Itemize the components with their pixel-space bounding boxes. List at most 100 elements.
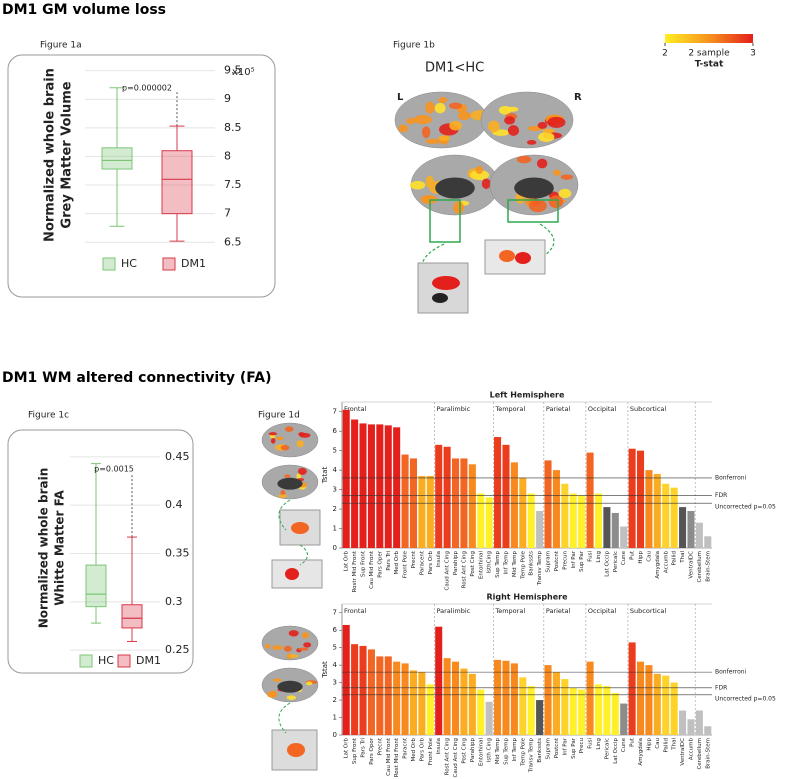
brain-activation [296,440,304,448]
brain-activation [398,124,409,133]
x-tick-label: Pars Orb [419,738,425,762]
brain-activation [481,178,491,189]
brain-activation [280,490,286,496]
bar [367,649,375,735]
group-label: Occipital [588,607,617,615]
x-tick-label: Rost Ant Cing [461,551,467,588]
x-tick-label: Cerebellum [697,738,703,770]
bar [679,710,687,735]
x-tick-label: Sup Temp [503,737,509,764]
y-tick-label: 2 [333,505,337,513]
brain-activation [498,105,512,115]
brain-activation [537,121,548,129]
x-tick-label: Hipp [638,551,644,564]
figure-label: Figure 1a [40,41,82,51]
group-label: Temporal [494,607,525,615]
y-axis-label: Tstat [321,466,329,484]
hemisphere-label: L [397,92,404,103]
x-tick-label: Insula [436,738,442,754]
x-tick-label: Brain-Stem [705,551,711,582]
y-tick-label: 2 [333,696,337,704]
box [85,564,107,608]
bar [393,661,401,735]
x-tick-label: Med Orb [394,550,400,574]
bar [586,661,594,735]
bar [527,493,535,548]
bar [695,522,703,548]
x-tick-label: Bankssts [529,551,535,576]
bar [536,700,544,735]
bar [679,507,687,548]
group-label: Temporal [494,405,525,413]
legend-swatch [102,257,116,271]
brain-activation [453,201,464,214]
bar [401,454,409,548]
y-tick-label: 6 [333,626,338,634]
y-tick-label: 0.4 [165,498,183,511]
bar [628,642,636,735]
x-tick-label: Insula [436,551,442,567]
bar [536,511,544,548]
group-label: Frontal [344,405,366,413]
bar [620,703,628,735]
x-tick-label: Cune [621,550,627,565]
group-label: Occipital [588,405,617,413]
bar [687,719,695,735]
threshold-label: FDR [715,492,727,499]
group-label: Frontal [344,607,366,615]
bar [477,689,485,735]
bar [662,483,670,548]
brain-activation [421,126,431,139]
bar [443,446,451,548]
bar [561,483,569,548]
brain-ventricle [514,177,554,199]
x-tick-label: Inf Par [562,737,568,755]
brain-activation [475,165,484,174]
x-tick-label: Postcnt [554,550,560,571]
brain-ventricle [435,177,475,199]
bar [578,689,586,735]
x-tick-label: VentralDC [680,738,686,766]
x-tick-label: Precnt [411,550,417,568]
panel-frame [7,54,276,298]
x-tick-label: Pericalc [604,738,610,759]
box [161,150,193,215]
panel-frame [7,429,194,674]
bar [603,507,611,548]
x-tick-label: Sup Temp [495,550,501,577]
x-tick-label: Rostr Mid Front [352,550,358,592]
threshold-label: Uncorrected p=0.05 [715,504,776,511]
bar [418,672,426,735]
brain-activation [298,432,305,437]
bar [494,659,502,735]
y-tick-label: 0 [333,544,337,552]
bar [544,460,552,548]
inset-activation [432,293,448,303]
colorbar-tick-label: 3 [750,49,756,59]
group-label: Subcortical [630,607,667,615]
x-tick-label: Front Pole [403,550,409,578]
y-axis-label: Tstat [321,661,329,679]
y-tick-label: 3 [333,679,337,687]
bar [569,687,577,735]
x-tick-label: Accumb [663,551,669,574]
bar [376,656,384,735]
bar [359,423,367,548]
bar [351,644,359,735]
y-tick-label: 1 [333,525,337,533]
x-tick-label: Pars Oper [377,550,383,578]
figure-label: Figure 1c [28,411,69,421]
y-axis-label: Whitte Matter FA [53,490,67,606]
brain-activation [288,630,299,637]
inset-activation [499,250,515,262]
x-tick-label: Caud Ant Cing [445,551,451,590]
x-tick-label: Amygdala [655,551,661,579]
brain-activation [268,432,278,436]
bar [342,624,350,735]
x-tick-label: Fusi [588,738,594,749]
x-tick-label: Sup Front [352,737,358,764]
brain-activation [425,101,435,114]
x-tick-label: Inf Par [571,550,577,568]
x-tick-label: IsthCing [487,551,493,573]
